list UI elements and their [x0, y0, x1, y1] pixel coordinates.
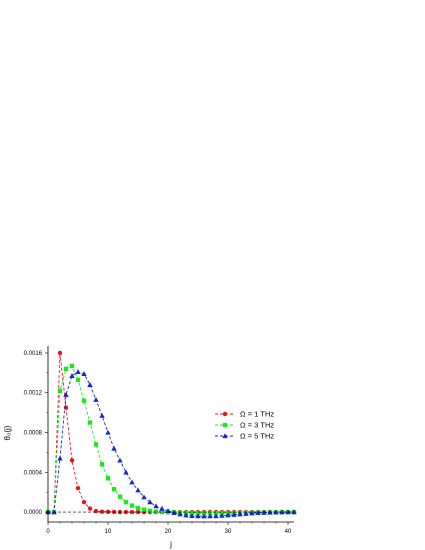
y-tick-label: 0.0008 [24, 431, 43, 437]
data-point [225, 512, 231, 518]
data-point [141, 494, 147, 500]
data-point [57, 388, 63, 393]
data-point [213, 513, 219, 519]
series-line [48, 371, 294, 517]
data-point [87, 382, 93, 387]
data-point [75, 485, 81, 491]
data-point [189, 510, 195, 516]
data-point [123, 509, 129, 515]
y-tick-label: 0.0004 [24, 470, 43, 476]
data-point [135, 505, 141, 511]
data-point [93, 442, 99, 447]
data-point [117, 457, 123, 463]
data-point [87, 506, 93, 511]
data-point [177, 511, 183, 517]
data-point [129, 509, 135, 515]
data-point [111, 445, 117, 451]
data-point [201, 513, 207, 519]
data-point [141, 507, 147, 512]
series-3 [45, 369, 297, 519]
data-point [69, 363, 75, 369]
data-point [153, 503, 159, 509]
data-point [117, 494, 123, 499]
data-point [285, 509, 291, 515]
legend-label: Ω = 1 THz [240, 410, 274, 419]
data-point [135, 487, 141, 493]
x-tick-label: 10 [105, 529, 112, 535]
data-point [99, 462, 105, 467]
data-point [291, 509, 297, 515]
data-point [105, 429, 111, 435]
y-tick-label: 0.0016 [24, 351, 43, 357]
data-point [279, 509, 285, 515]
legend-item-2: Ω = 3 THz [215, 421, 274, 430]
data-point [93, 397, 99, 402]
legend-item-1: Ω = 1 THz [215, 410, 274, 419]
data-point [75, 369, 81, 375]
plot-area [45, 350, 297, 519]
legend-label: Ω = 3 THz [240, 421, 274, 430]
data-point [147, 508, 153, 514]
axes: 0.0000 0.0004 0.0008 0.0012 0.0016 0 10 20 30 40 [24, 346, 294, 535]
data-point [93, 508, 99, 514]
data-point [75, 377, 81, 383]
data-point [69, 373, 75, 378]
data-point [195, 513, 201, 519]
data-point [237, 511, 243, 517]
data-point [207, 510, 213, 516]
data-point [69, 458, 75, 463]
data-point [171, 510, 177, 516]
data-point [147, 499, 153, 505]
y-tick-label: 0.0012 [24, 391, 43, 397]
data-point [129, 503, 135, 508]
data-point [99, 412, 105, 418]
data-point [219, 512, 225, 518]
data-point [123, 469, 129, 475]
data-point [201, 510, 207, 516]
data-point [63, 366, 69, 372]
data-point [123, 499, 129, 505]
data-point [195, 510, 201, 516]
data-point [99, 509, 105, 514]
data-point [183, 512, 189, 518]
x-tick-label: 40 [285, 529, 292, 535]
data-point [57, 455, 63, 461]
data-point [231, 512, 237, 517]
legend-marker [222, 422, 228, 428]
legend-item-3: Ω = 5 THz [215, 432, 274, 441]
data-point [255, 510, 261, 516]
data-point [63, 392, 69, 397]
data-point [159, 505, 165, 511]
data-point [189, 513, 195, 518]
data-point [105, 476, 111, 481]
data-point [213, 510, 219, 516]
data-point [81, 499, 87, 505]
data-point [81, 371, 87, 377]
legend-label: Ω = 5 THz [240, 432, 274, 441]
data-point [249, 510, 255, 516]
data-point [159, 509, 165, 515]
x-tick-label: 0 [46, 529, 50, 535]
data-point [207, 513, 213, 519]
data-point [153, 509, 159, 514]
y-tick-label: 0.0000 [24, 510, 43, 516]
legend-marker [222, 411, 228, 417]
x-axis-label: j [169, 540, 172, 549]
data-point [57, 350, 63, 356]
x-tick-label: 20 [165, 529, 172, 535]
data-point [111, 486, 117, 492]
x-tick-label: 30 [225, 529, 232, 535]
legend-marker [222, 433, 228, 439]
data-point [129, 479, 135, 485]
data-point [243, 511, 249, 516]
y-axis-label: θ₀(j) [3, 425, 12, 440]
data-point [81, 398, 87, 403]
data-point [87, 420, 93, 425]
legend: Ω = 1 THz Ω = 3 THz Ω = 5 THz [215, 410, 274, 441]
